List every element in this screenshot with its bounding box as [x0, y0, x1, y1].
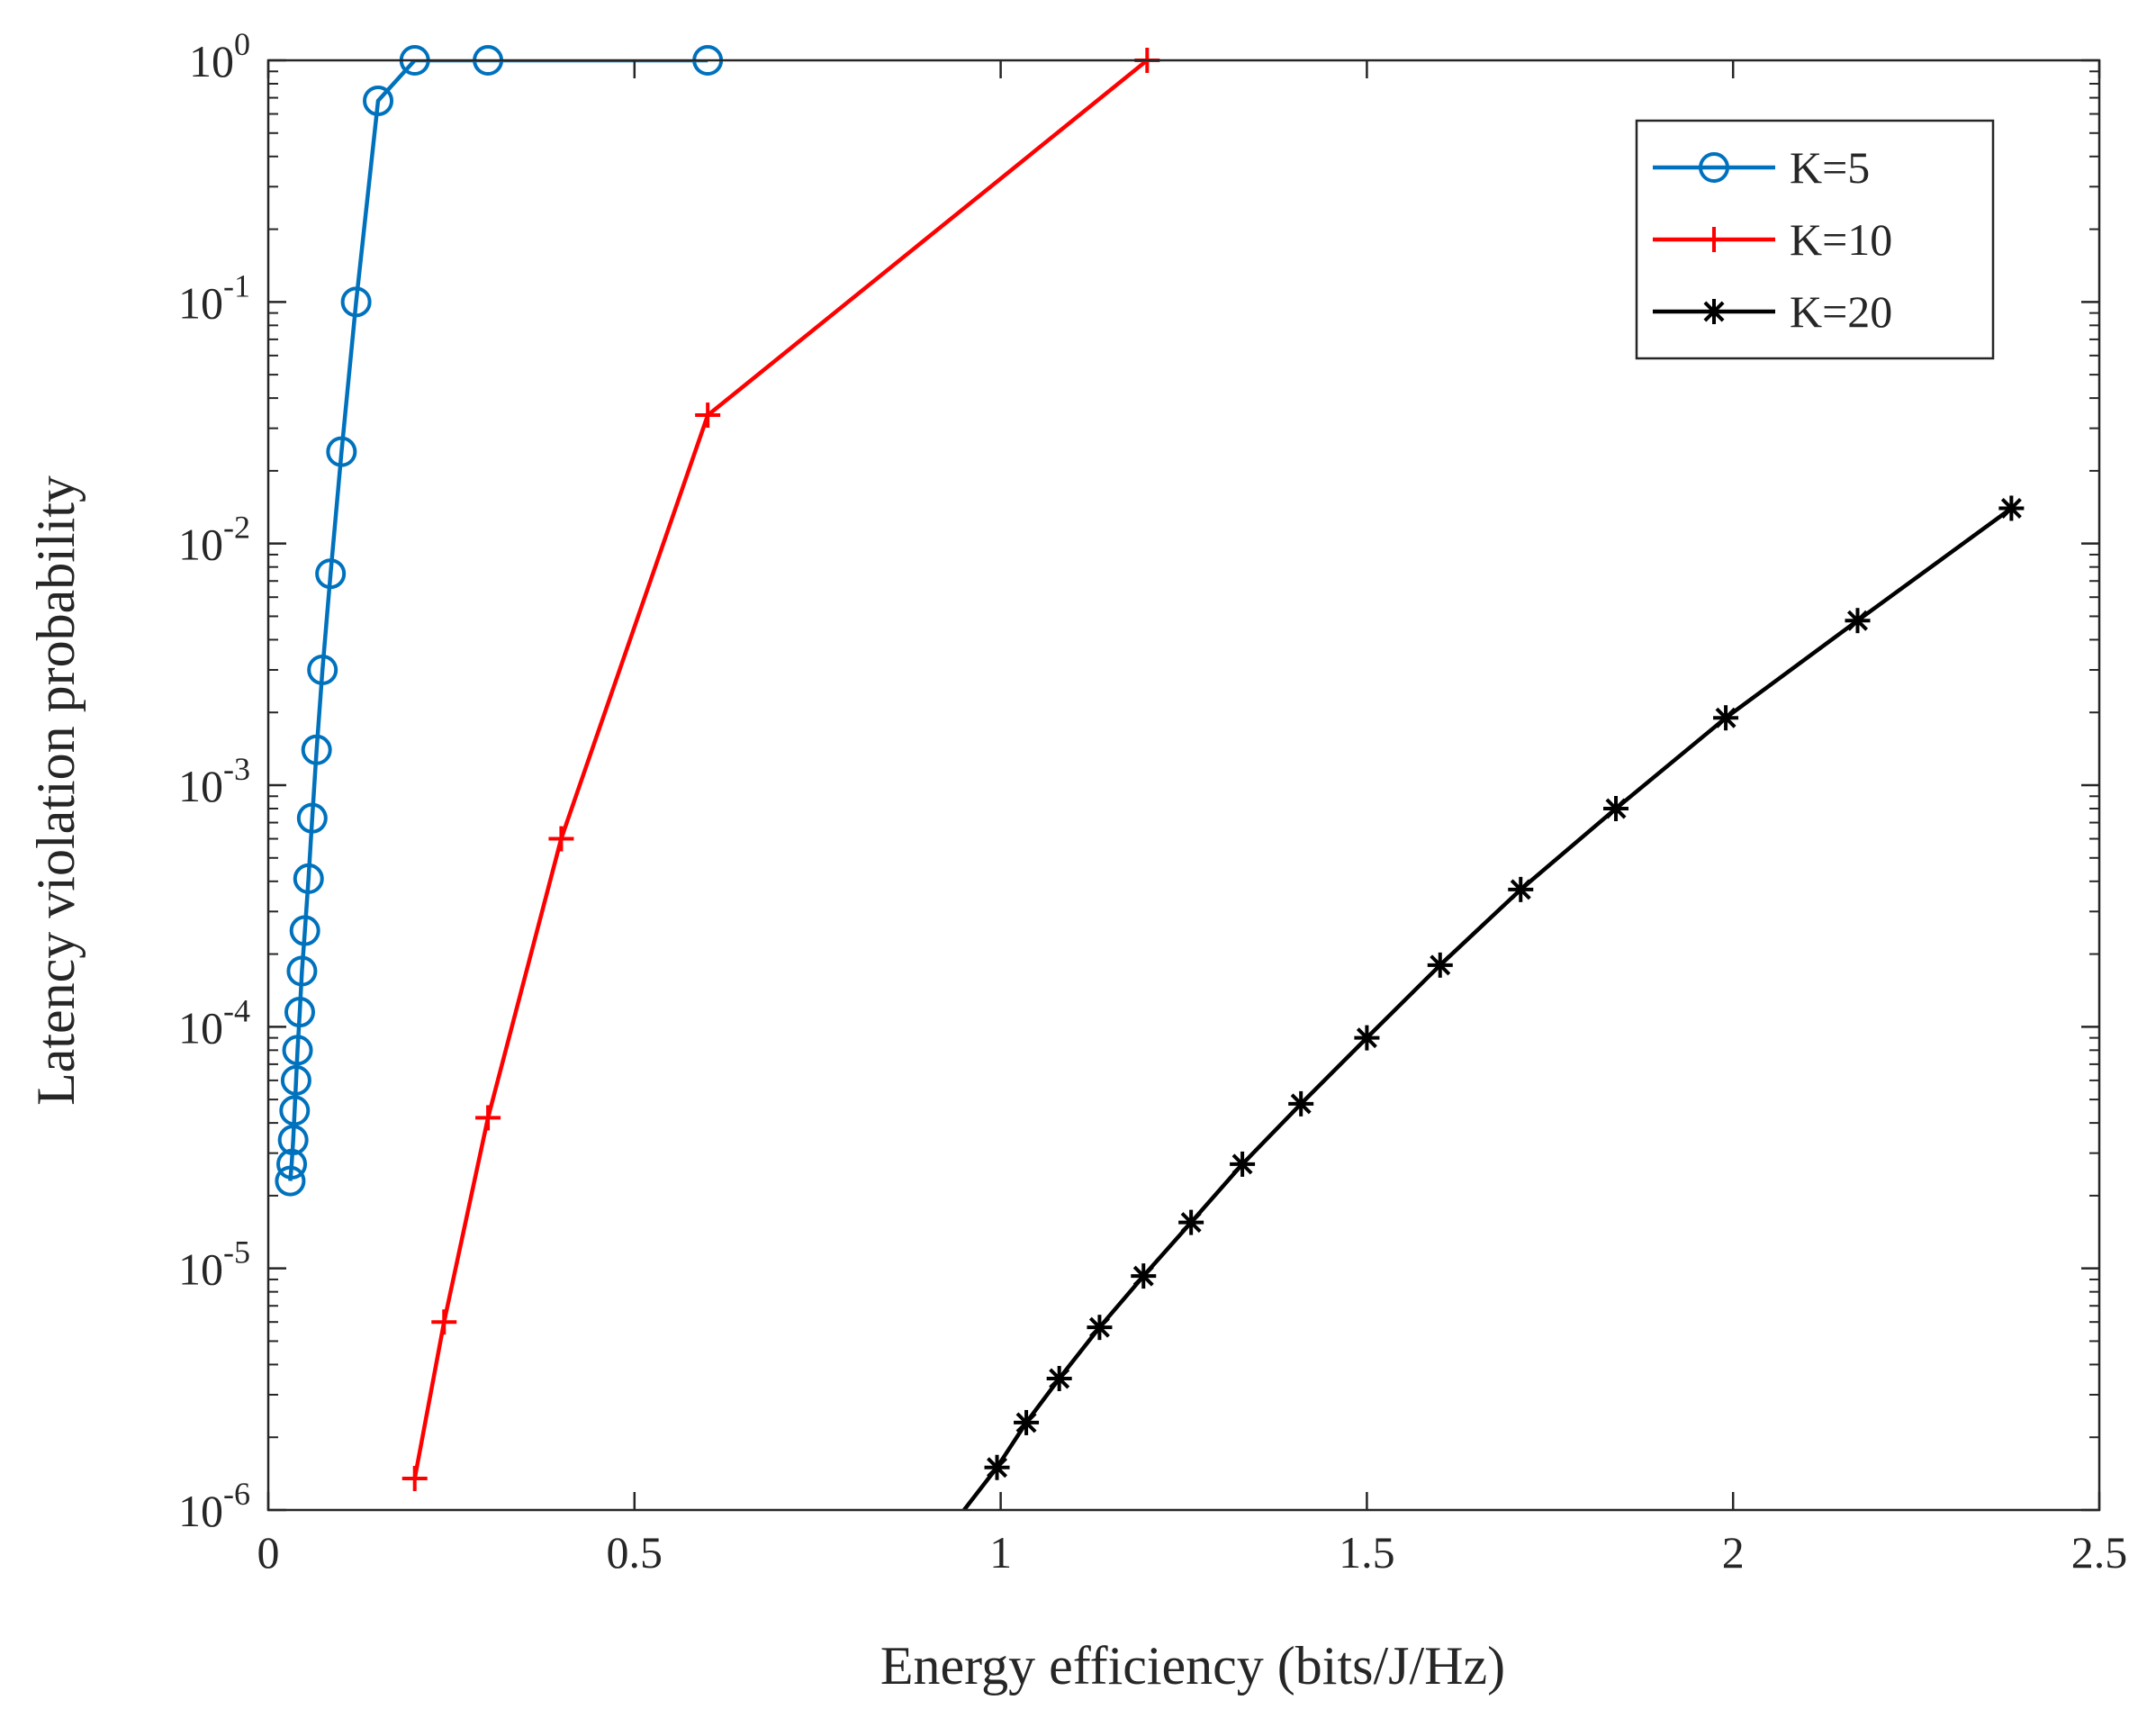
y-tick-label: 10-5 — [178, 1234, 250, 1295]
data-point — [275, 1165, 306, 1197]
data-point — [1713, 705, 1739, 731]
data-point — [276, 1148, 308, 1180]
x-tick-label: 1.5 — [1339, 1527, 1395, 1578]
series-K=5 — [275, 45, 724, 1197]
data-point — [1354, 1025, 1380, 1051]
data-point — [1845, 608, 1871, 634]
data-point — [1998, 495, 2025, 521]
data-point — [286, 955, 318, 987]
data-point — [548, 826, 574, 852]
data-point — [1178, 1209, 1204, 1235]
data-point — [282, 1035, 313, 1066]
data-point — [1014, 1409, 1040, 1435]
data-point — [475, 1105, 501, 1131]
data-point — [1427, 952, 1453, 978]
series-line — [288, 60, 708, 1181]
legend-label: K=20 — [1790, 286, 1892, 337]
data-point — [284, 997, 315, 1028]
series-K=10 — [401, 48, 1160, 1492]
legend-marker — [1701, 227, 1727, 252]
data-point — [1230, 1151, 1256, 1177]
series-line — [962, 506, 2013, 1510]
data-point — [1131, 1263, 1157, 1289]
x-tick-label: 2.5 — [2071, 1527, 2128, 1578]
data-point — [293, 863, 324, 894]
data-point — [326, 436, 357, 467]
data-point — [296, 802, 328, 834]
axes-layer: 0 0.5 1 1.5 2 2.5 10-6 10-5 10-4 10-3 10-2 10-1 100 — [178, 26, 2127, 1578]
data-point — [277, 1125, 309, 1156]
data-point — [1508, 876, 1534, 902]
legend-item: K=5 — [1653, 142, 1870, 193]
x-tick-label: 2 — [1722, 1527, 1745, 1578]
y-tick-label: 10-6 — [178, 1476, 250, 1536]
legend: K=5 K=10 K=20 — [1635, 119, 1995, 360]
legend-label: K=5 — [1790, 142, 1870, 193]
data-point — [984, 1454, 1010, 1480]
data-point — [280, 1064, 311, 1096]
data-point — [363, 85, 394, 116]
series-line — [412, 60, 1149, 1479]
legend-item: K=10 — [1653, 214, 1892, 265]
x-tick-label: 0.5 — [607, 1527, 663, 1578]
y-tick-label: 10-3 — [178, 751, 250, 811]
legend-marker — [1699, 152, 1729, 183]
y-tick-label: 10-2 — [178, 510, 250, 570]
data-point — [1288, 1090, 1314, 1117]
data-point — [431, 1309, 457, 1335]
series-layer — [275, 45, 2025, 1510]
data-point — [1087, 1315, 1113, 1341]
legend-label: K=10 — [1790, 214, 1892, 265]
y-tick-label: 100 — [189, 26, 250, 86]
data-point — [401, 1466, 428, 1492]
data-point — [695, 402, 721, 429]
data-point — [289, 915, 320, 946]
data-point — [340, 286, 372, 318]
data-point — [307, 654, 338, 685]
data-point — [1603, 796, 1629, 822]
data-point — [279, 1095, 311, 1126]
legend-item: K=20 — [1653, 286, 1892, 337]
legend-marker — [1701, 299, 1727, 324]
x-tick-label: 1 — [989, 1527, 1012, 1578]
x-tick-label: 0 — [257, 1527, 280, 1578]
y-tick-label: 10-4 — [178, 992, 250, 1053]
y-tick-label: 10-1 — [178, 267, 250, 328]
data-point — [301, 734, 332, 765]
series-K=20 — [962, 495, 2025, 1510]
y-axis-label: Latency violation probability — [26, 475, 86, 1106]
data-point — [1046, 1366, 1072, 1392]
data-point — [315, 558, 347, 590]
x-axis-label: Energy efficiency (bits/J/Hz) — [880, 1636, 1505, 1695]
